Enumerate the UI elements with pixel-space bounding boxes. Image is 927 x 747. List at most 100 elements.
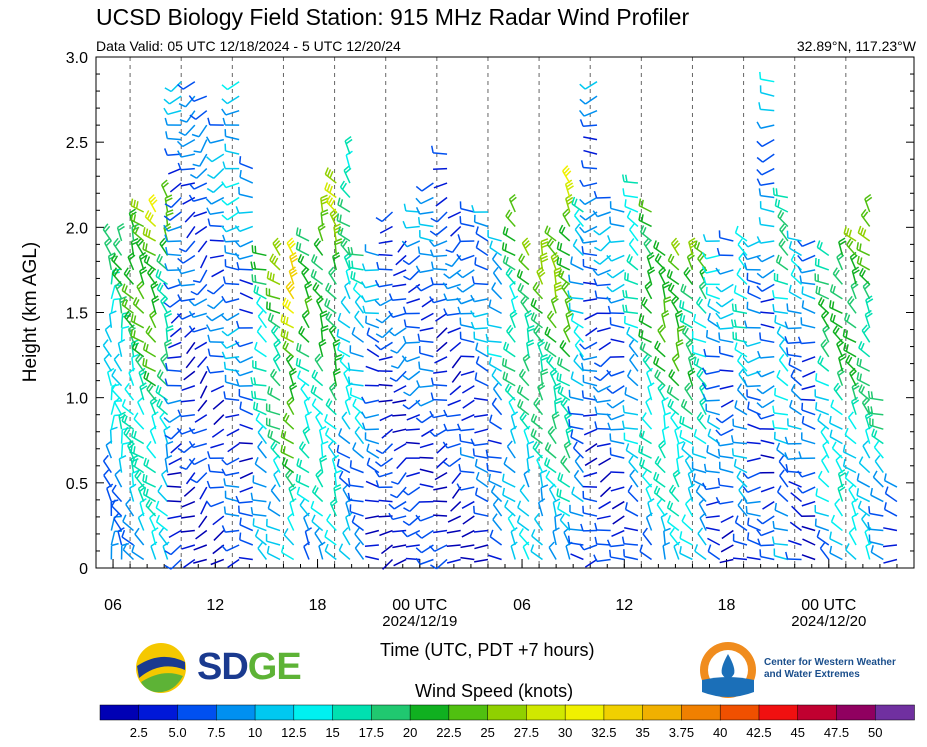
colorbar-box [642, 704, 683, 721]
wind-barb [451, 356, 462, 369]
wind-barb [732, 418, 748, 430]
wind-barb [310, 269, 324, 286]
wind-barb [788, 539, 802, 546]
wind-barb [256, 325, 267, 343]
wind-barb [705, 527, 720, 532]
colorbar-tick-label: 12.5 [281, 725, 306, 740]
wind-barb [375, 443, 394, 455]
wind-barb [801, 300, 816, 315]
wind-barb [417, 333, 434, 344]
wind-barb [518, 253, 530, 271]
wind-barb [177, 278, 195, 287]
wind-barb [352, 282, 365, 300]
wind-barb [568, 389, 584, 401]
wind-barb [715, 496, 734, 505]
wind-barb [789, 521, 802, 532]
wind-barb [579, 353, 598, 361]
wind-barb [118, 411, 127, 430]
wind-barb [182, 558, 196, 569]
wind-barb [137, 396, 145, 416]
wind-barb [517, 282, 530, 300]
wind-barb [205, 324, 224, 332]
wind-barb [121, 283, 134, 300]
wind-barb [393, 385, 407, 393]
wind-barb [756, 236, 775, 244]
wind-barb [365, 480, 380, 488]
wind-barb [415, 182, 434, 192]
wind-barb [638, 313, 652, 329]
wind-barb [405, 557, 420, 561]
wind-barb [207, 334, 224, 344]
wind-barb [695, 484, 707, 503]
wind-barb [130, 198, 145, 213]
wind-barb [623, 549, 639, 561]
wind-barb [193, 544, 208, 551]
wind-barb [163, 95, 182, 105]
wind-barb [653, 471, 666, 488]
wind-barb [706, 500, 720, 506]
wind-barb [859, 267, 871, 285]
wind-barb [526, 455, 535, 473]
wind-barb [654, 340, 666, 358]
wind-barb [419, 456, 434, 459]
wind-barb [238, 505, 253, 517]
wind-barb [401, 240, 421, 248]
wind-barb [719, 369, 734, 373]
wind-barb [176, 427, 196, 435]
wind-barb [703, 276, 720, 286]
wind-barb [178, 95, 196, 108]
wind-barb [558, 224, 571, 242]
wind-barb [736, 470, 748, 488]
wind-barb [120, 427, 130, 444]
wind-barb [720, 515, 734, 524]
wind-barb [121, 297, 134, 314]
wind-barb [194, 225, 208, 235]
wind-barb [221, 525, 240, 533]
wind-barb [167, 356, 182, 359]
wind-barb [345, 512, 353, 531]
wind-barb [325, 282, 337, 300]
wind-barb [388, 500, 407, 510]
wind-barb [567, 521, 584, 532]
wind-barb [155, 514, 169, 532]
wind-barb [324, 167, 337, 184]
wind-barb [622, 188, 639, 199]
wind-barb [239, 308, 254, 315]
wind-barb [719, 558, 734, 564]
wind-barb [501, 357, 516, 372]
wind-barb [177, 254, 196, 264]
wind-barb [519, 484, 530, 503]
wind-barb [395, 254, 407, 266]
wind-barb [130, 212, 145, 228]
wind-barb [742, 339, 761, 348]
cw3e-name-line2: and Water Extremes [764, 669, 860, 680]
wind-barb [778, 353, 789, 372]
wind-barb [458, 463, 475, 474]
wind-barb [883, 558, 898, 564]
wind-barb [418, 361, 434, 373]
wind-barb [788, 357, 802, 372]
wind-barb [192, 153, 208, 167]
wind-barb [715, 438, 734, 447]
wind-barb [543, 457, 557, 474]
wind-barb [856, 255, 871, 271]
wind-barb [746, 457, 761, 463]
wind-barb [111, 253, 123, 271]
wind-barb [593, 356, 612, 368]
colorbar-box [371, 704, 411, 721]
wind-barb [521, 237, 531, 256]
wind-barb [142, 342, 157, 358]
wind-barb [221, 196, 240, 206]
wind-barb [347, 492, 364, 503]
wind-barb [485, 333, 502, 344]
wind-barb [814, 273, 829, 286]
wind-barb [640, 296, 653, 314]
wind-barb [598, 341, 612, 351]
wind-barb [638, 212, 652, 228]
wind-barb [756, 138, 775, 148]
wind-barb [883, 502, 898, 517]
wind-barb [286, 237, 296, 256]
wind-barb [336, 444, 351, 459]
wind-barb [366, 348, 380, 358]
wind-barb [354, 541, 365, 560]
